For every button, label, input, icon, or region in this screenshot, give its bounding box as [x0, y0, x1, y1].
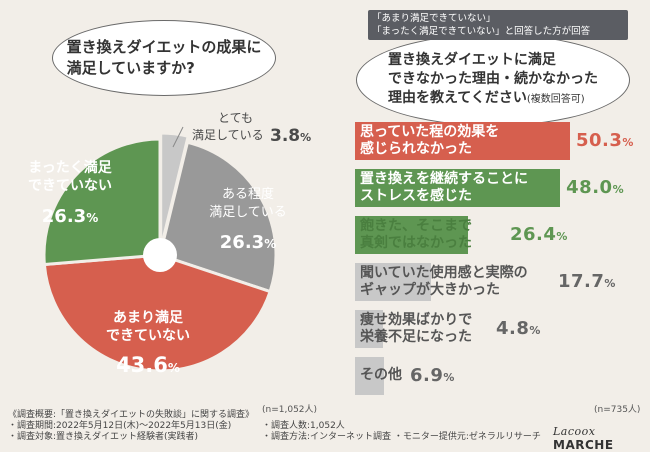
svg-text:ある程度: ある程度	[222, 186, 274, 202]
multiple-answer-note: (複数回答可)	[526, 94, 585, 105]
left-question-text: 置き換えダイエットの成果に 満足していますか?	[66, 38, 262, 77]
right-question-line-3: 理由を教えてください(複数回答可)	[388, 90, 585, 106]
survey-target: ・調査対象:置き換えダイエット経験者(実践者)	[8, 432, 198, 442]
bar-gap	[355, 263, 431, 301]
svg-text:とても: とても	[218, 111, 253, 125]
note-line-1: 「あまり満足できていない」	[372, 13, 496, 24]
right-question-bubble: 置き換えダイエットに満足 できなかった理由・続かなかった 理由を教えてください(…	[356, 34, 630, 126]
survey-period: ・調査期間:2022年5月12日(木)〜2022年5月13日(金)	[8, 421, 232, 431]
svg-text:まったく満足: まったく満足	[28, 159, 112, 176]
bar-bored-value: 26.4%	[510, 224, 568, 245]
slice-not-at-all-satisfied	[42, 137, 162, 267]
bar-malnutrition	[355, 310, 383, 348]
bar-other-label: その他	[360, 367, 402, 383]
small-slice-leader-line	[172, 126, 184, 148]
bar-stress	[355, 169, 561, 207]
svg-text:できていない: できていない	[106, 328, 190, 344]
slice-not-at-all-satisfied-label: まったく満足できていない 26.3%	[28, 159, 113, 227]
survey-title: 《調査概要:「置き換えダイエットの失敗談」に関する調査》	[8, 410, 254, 420]
bar-gap-label: 聞いていた使用感と実際の ギャップが大きかった	[360, 265, 528, 298]
slice-somewhat-satisfied	[158, 140, 278, 294]
bar-stress-value: 48.0%	[566, 177, 625, 198]
bar-not-effective	[355, 122, 570, 160]
pie-sample-size: (n=1,052人)	[262, 405, 318, 415]
slice-not-at-all-satisfied-value: 26.3%	[42, 206, 98, 227]
bar-malnutrition-label: 痩せ効果ばかりで 栄養不足になった	[360, 312, 473, 345]
svg-text:満足している: 満足している	[192, 128, 264, 142]
svg-text:満足している: 満足している	[209, 205, 287, 220]
svg-text:できていない: できていない	[28, 178, 112, 194]
brand-logo: Lacoox MARCHE	[553, 425, 614, 452]
pie-center-hole	[143, 238, 177, 272]
bar-sample-size: (n=735人)	[594, 405, 641, 415]
bar-gap-value: 17.7%	[558, 271, 616, 292]
survey-overview: 《調査概要:「置き換えダイエットの失敗談」に関する調査》 ・調査期間:2022年…	[8, 410, 254, 443]
bar-malnutrition-value: 4.8%	[496, 318, 541, 339]
bar-other-value: 6.9%	[410, 365, 455, 386]
respondent-note: 「あまり満足できていない」 「まったく満足できていない」と回答した方が回答	[368, 10, 628, 40]
right-question-line-1: 置き換えダイエットに満足	[388, 52, 556, 68]
right-question-line-2: できなかった理由・続かなかった	[388, 71, 598, 87]
survey-method: ・調査方法:インターネット調査 ・モニター提供元:ゼネラルリサーチ	[262, 432, 541, 442]
bar-bored	[355, 216, 468, 254]
bar-bored-label: 飽きた、そこまで 真剣ではなかった	[360, 218, 472, 251]
note-line-2: 「まったく満足できていない」と回答した方が回答	[372, 26, 591, 37]
slice-value-very-satisfied: 3.8%	[270, 126, 311, 146]
bar-not-effective-label: 思っていた程の効果を 感じられなかった	[360, 124, 500, 157]
left-question-bubble: 置き換えダイエットの成果に 満足していますか?	[52, 20, 276, 96]
bar-not-effective-value: 50.3%	[576, 130, 634, 151]
slice-somewhat-satisfied-value: 26.3%	[220, 232, 276, 253]
svg-text:あまり満足: あまり満足	[113, 309, 184, 326]
slice-not-very-satisfied	[42, 253, 272, 373]
survey-count: ・調査人数:1,052人	[262, 421, 345, 431]
bar-stress-label: 置き換えを継続することに ストレスを感じた	[360, 171, 528, 204]
survey-overview-right: ・調査人数:1,052人 ・調査方法:インターネット調査 ・モニター提供元:ゼネ…	[262, 421, 541, 443]
bar-other	[355, 357, 385, 395]
right-question-text: 置き換えダイエットに満足 できなかった理由・続かなかった 理由を教えてください(…	[388, 51, 598, 109]
